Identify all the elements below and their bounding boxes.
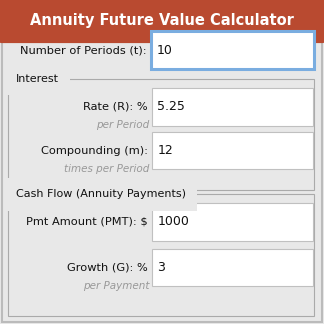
Text: Growth (G): %: Growth (G): % bbox=[67, 262, 148, 272]
Text: per Payment: per Payment bbox=[83, 281, 149, 291]
FancyBboxPatch shape bbox=[152, 249, 313, 286]
Text: times per Period: times per Period bbox=[64, 164, 149, 174]
FancyBboxPatch shape bbox=[2, 2, 322, 322]
Text: Number of Periods (t):: Number of Periods (t): bbox=[20, 45, 147, 55]
FancyBboxPatch shape bbox=[152, 203, 313, 241]
Text: 5.25: 5.25 bbox=[157, 100, 185, 113]
Text: Pmt Amount (PMT): $: Pmt Amount (PMT): $ bbox=[26, 217, 148, 227]
FancyBboxPatch shape bbox=[0, 0, 324, 43]
Text: Interest: Interest bbox=[16, 75, 59, 84]
Text: 1000: 1000 bbox=[157, 215, 189, 228]
Text: Compounding (m):: Compounding (m): bbox=[41, 146, 148, 156]
Text: 3: 3 bbox=[157, 261, 165, 274]
FancyBboxPatch shape bbox=[8, 194, 314, 316]
Text: 12: 12 bbox=[157, 144, 173, 157]
Text: 10: 10 bbox=[156, 44, 172, 57]
Text: Cash Flow (Annuity Payments): Cash Flow (Annuity Payments) bbox=[16, 190, 186, 199]
Text: Rate (R): %: Rate (R): % bbox=[83, 102, 148, 112]
Text: Annuity Future Value Calculator: Annuity Future Value Calculator bbox=[30, 13, 294, 28]
Text: per Period: per Period bbox=[96, 121, 149, 130]
FancyBboxPatch shape bbox=[8, 79, 314, 190]
FancyBboxPatch shape bbox=[152, 132, 313, 169]
FancyBboxPatch shape bbox=[151, 31, 314, 69]
FancyBboxPatch shape bbox=[152, 88, 313, 126]
